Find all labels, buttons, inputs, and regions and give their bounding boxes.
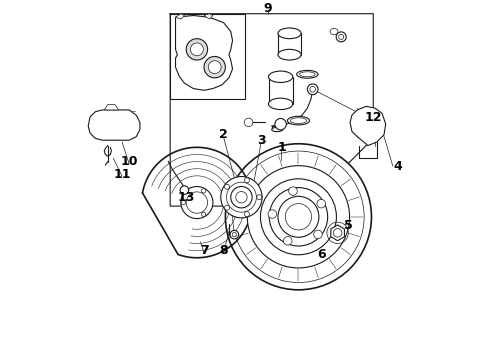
Polygon shape xyxy=(350,106,386,145)
Text: 11: 11 xyxy=(113,167,131,181)
Polygon shape xyxy=(104,104,119,110)
Text: 2: 2 xyxy=(219,129,228,141)
Text: 9: 9 xyxy=(264,2,272,15)
Polygon shape xyxy=(88,110,140,140)
Circle shape xyxy=(180,186,189,194)
Polygon shape xyxy=(204,14,213,19)
Text: 10: 10 xyxy=(121,155,138,168)
Circle shape xyxy=(208,61,221,73)
Ellipse shape xyxy=(296,70,318,78)
Circle shape xyxy=(245,212,249,217)
Circle shape xyxy=(231,186,252,208)
Text: 7: 7 xyxy=(199,244,208,257)
Circle shape xyxy=(236,192,247,203)
Circle shape xyxy=(224,205,229,210)
Polygon shape xyxy=(175,15,233,90)
Circle shape xyxy=(314,230,322,239)
Circle shape xyxy=(257,195,262,200)
Text: 1: 1 xyxy=(278,141,287,154)
Ellipse shape xyxy=(330,28,338,35)
Circle shape xyxy=(289,187,297,195)
Circle shape xyxy=(317,199,325,208)
Circle shape xyxy=(333,229,342,237)
Circle shape xyxy=(201,189,206,193)
Ellipse shape xyxy=(299,72,315,77)
Circle shape xyxy=(181,201,186,205)
Text: 3: 3 xyxy=(257,134,266,147)
Ellipse shape xyxy=(278,28,301,39)
Text: 4: 4 xyxy=(394,161,403,174)
Circle shape xyxy=(186,39,208,60)
Circle shape xyxy=(224,184,229,189)
Circle shape xyxy=(201,212,206,216)
Ellipse shape xyxy=(278,49,301,60)
Circle shape xyxy=(245,118,253,127)
Circle shape xyxy=(230,230,239,239)
Ellipse shape xyxy=(272,127,282,132)
Circle shape xyxy=(261,179,337,255)
Circle shape xyxy=(247,166,349,268)
Circle shape xyxy=(181,186,213,219)
Circle shape xyxy=(285,204,312,230)
Polygon shape xyxy=(175,14,184,19)
Circle shape xyxy=(310,86,316,92)
Circle shape xyxy=(191,43,203,56)
Circle shape xyxy=(245,178,249,183)
Circle shape xyxy=(225,144,371,290)
Circle shape xyxy=(278,196,319,237)
Polygon shape xyxy=(331,225,344,241)
Circle shape xyxy=(269,188,328,246)
Text: 5: 5 xyxy=(344,219,353,232)
Circle shape xyxy=(307,84,318,95)
Circle shape xyxy=(284,237,292,245)
Ellipse shape xyxy=(290,118,307,123)
Ellipse shape xyxy=(288,116,310,125)
Ellipse shape xyxy=(269,98,293,109)
Ellipse shape xyxy=(269,71,293,82)
Circle shape xyxy=(336,32,346,42)
Circle shape xyxy=(186,192,208,213)
Circle shape xyxy=(226,182,256,212)
Circle shape xyxy=(275,118,286,130)
Circle shape xyxy=(221,176,262,218)
Text: 6: 6 xyxy=(318,248,326,261)
Text: 12: 12 xyxy=(365,111,382,123)
Circle shape xyxy=(268,210,276,218)
Text: 8: 8 xyxy=(220,244,228,257)
Circle shape xyxy=(339,35,343,39)
Circle shape xyxy=(204,57,225,78)
Text: 13: 13 xyxy=(177,191,195,204)
